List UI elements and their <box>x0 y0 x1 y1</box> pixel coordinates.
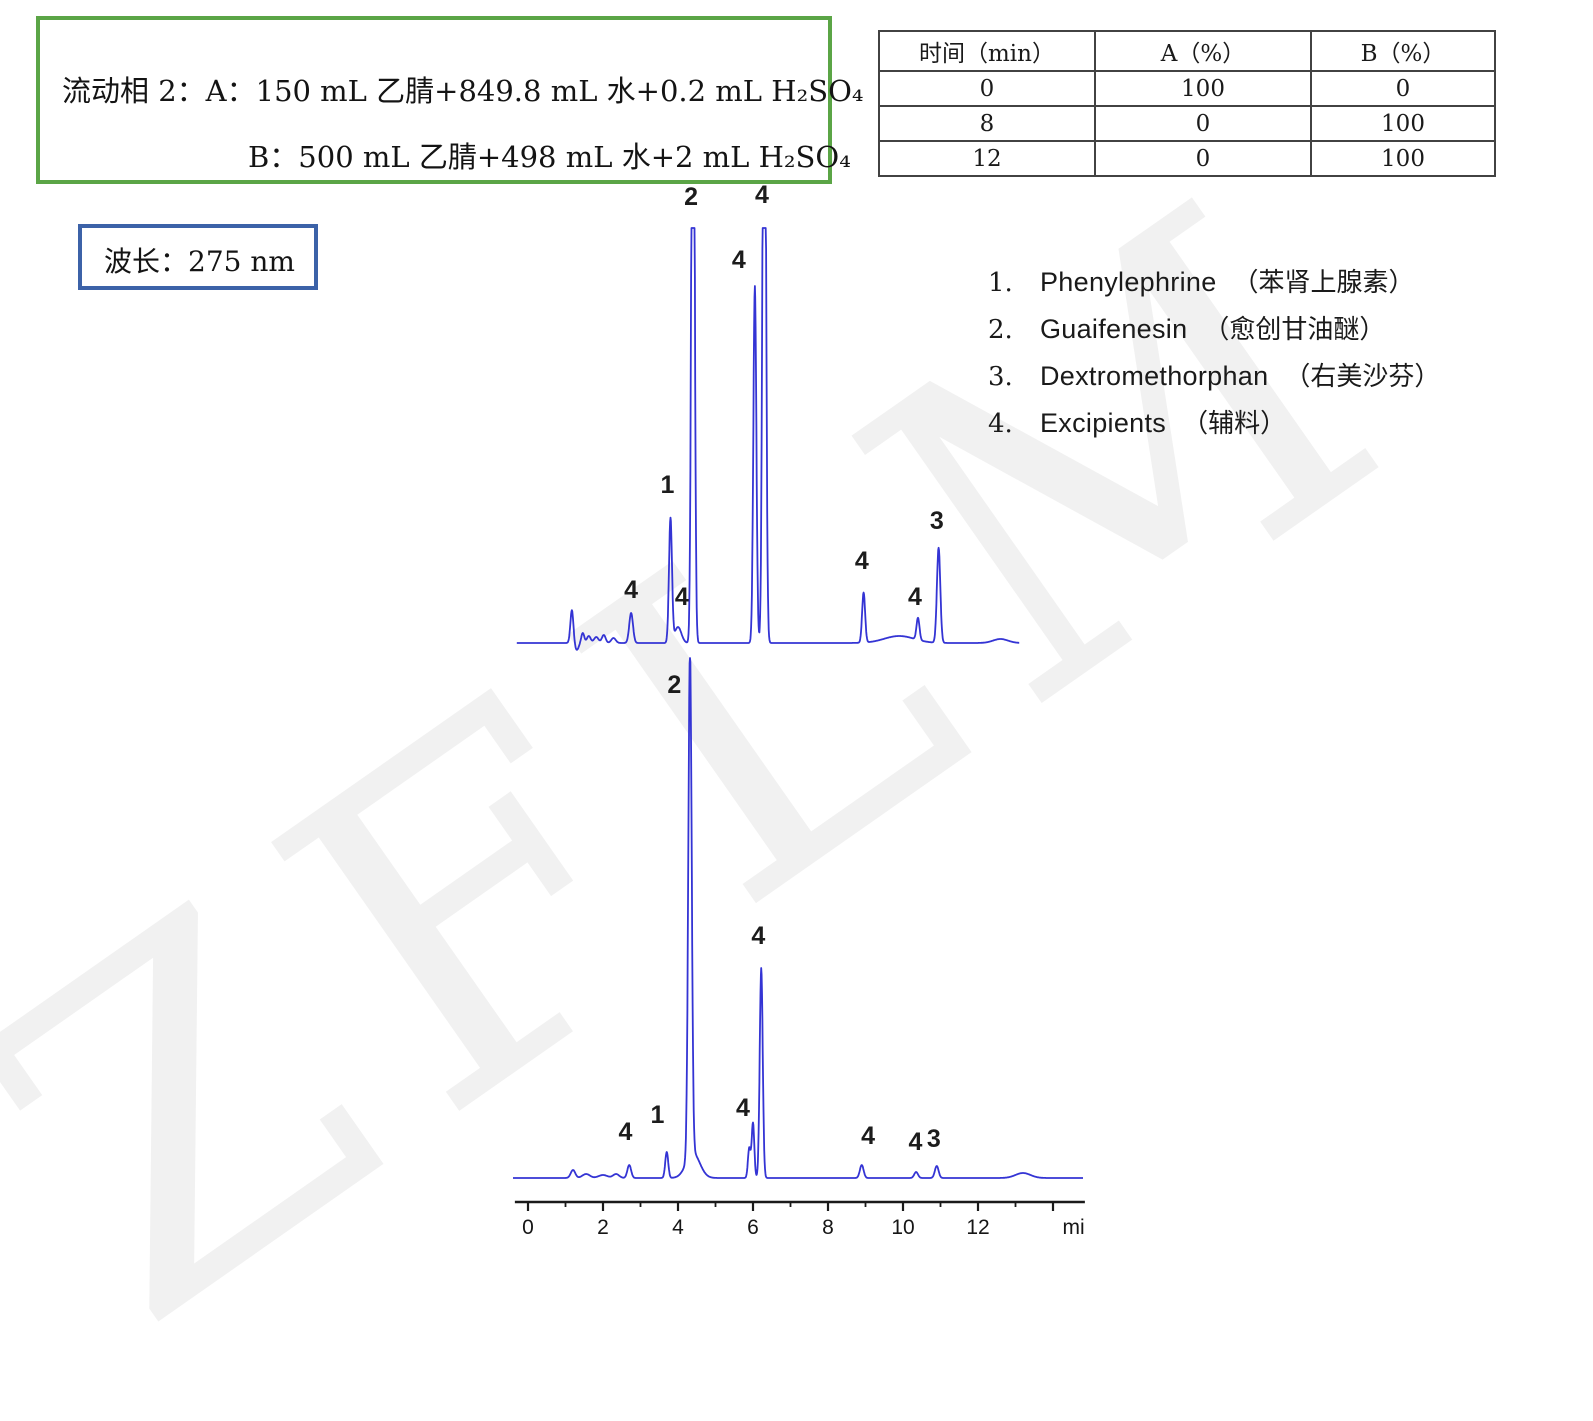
gradient-table-cell: 100 <box>1310 105 1496 142</box>
gradient-table-cell: 100 <box>1094 70 1312 107</box>
legend-item-number: 3. <box>988 362 1013 392</box>
mobile-phase-line-b: B：500 mL 乙腈+498 mL 水+2 mL H₂SO₄ <box>248 140 851 174</box>
legend-item-chinese: （苯肾上腺素） <box>1232 268 1415 298</box>
legend-item-guaifenesin: 2. Guaifenesin （愈创甘油醚） <box>988 309 1508 356</box>
peak-label: 4 <box>619 1118 633 1146</box>
legend-item-phenylephrine: 1. Phenylephrine （苯肾上腺素） <box>988 262 1508 309</box>
gradient-table-cell: 0 <box>1310 70 1496 107</box>
legend-item-name: Guaifenesin <box>1040 314 1188 344</box>
document-page: { "watermark": { "text": "ZFLM", "color"… <box>0 16 1508 1421</box>
peak-label: 2 <box>667 671 681 699</box>
peak-label: 4 <box>861 1122 875 1150</box>
legend-item-name: Phenylephrine <box>1040 267 1217 297</box>
trace-line <box>512 657 1084 1179</box>
legend-item-number: 1. <box>988 268 1013 298</box>
gradient-table-cell: 12 <box>878 140 1096 177</box>
peak-label: 4 <box>755 181 769 209</box>
gradient-table-cell: 0 <box>1094 105 1312 142</box>
peak-label: 4 <box>908 1128 922 1156</box>
x-axis-tick-label: 8 <box>822 1216 834 1239</box>
gradient-table-header-time: 时间（min） <box>878 30 1096 72</box>
legend-item-number: 4. <box>988 409 1013 439</box>
gradient-table-cell: 8 <box>878 105 1096 142</box>
peak-label: 3 <box>930 507 944 535</box>
gradient-table-cell: 0 <box>878 70 1096 107</box>
legend-item-chinese: （辅料） <box>1182 409 1287 439</box>
gradient-table-header-row: 时间（min） A（%） B（%） <box>878 30 1496 72</box>
peak-label: 1 <box>661 471 675 499</box>
peak-label: 4 <box>624 576 638 604</box>
gradient-table-cell: 0 <box>1094 140 1312 177</box>
mobile-phase-line-a: 流动相 2：A：150 mL 乙腈+849.8 mL 水+0.2 mL H₂SO… <box>62 74 864 108</box>
peak-label: 1 <box>650 1101 664 1129</box>
peak-label: 4 <box>751 922 765 950</box>
legend-item-chinese: （右美沙芬） <box>1284 362 1441 392</box>
wavelength-text: 波长：275 nm <box>104 245 295 278</box>
gradient-table-row: 8 0 100 <box>878 105 1496 142</box>
peak-label: 3 <box>927 1125 941 1153</box>
x-axis-tick-label: 6 <box>747 1216 759 1239</box>
peak-label: 4 <box>675 583 689 611</box>
gradient-table-row: 0 100 0 <box>878 70 1496 107</box>
legend-item-dextromethorphan: 3. Dextromethorphan （右美沙芬） <box>988 356 1508 403</box>
legend-item-excipients: 4. Excipients （辅料） <box>988 403 1508 450</box>
x-axis-tick-label: 0 <box>522 1216 534 1239</box>
x-axis-tick-label: 2 <box>597 1216 609 1239</box>
gradient-table: 时间（min） A（%） B（%） 0 100 0 8 0 100 12 0 1… <box>878 30 1496 177</box>
legend-item-name: Dextromethorphan <box>1040 361 1269 391</box>
gradient-table-row: 12 0 100 <box>878 140 1496 177</box>
trace-line <box>516 227 1020 651</box>
x-axis-tick-label: 4 <box>672 1216 684 1239</box>
x-axis-tick-label: 10 <box>891 1216 914 1239</box>
x-axis-tick-label: mi <box>1063 1216 1085 1239</box>
legend-item-number: 2. <box>988 315 1013 345</box>
peak-label: 4 <box>855 547 869 575</box>
chromatogram-top: 4 1 4 2 4 4 4 4 3 <box>516 181 1020 651</box>
legend-item-name: Excipients <box>1040 408 1167 438</box>
peak-label: 4 <box>908 583 922 611</box>
x-axis-tick-label: 12 <box>966 1216 989 1239</box>
gradient-table-header-b: B（%） <box>1310 30 1496 72</box>
peak-label: 2 <box>684 183 698 211</box>
gradient-table-header-a: A（%） <box>1094 30 1312 72</box>
wavelength-box: 波长：275 nm <box>78 224 318 290</box>
peak-label: 4 <box>732 246 746 274</box>
peak-legend: 1. Phenylephrine （苯肾上腺素） 2. Guaifenesin … <box>988 262 1508 450</box>
mobile-phase-box: 流动相 2：A：150 mL 乙腈+849.8 mL 水+0.2 mL H₂SO… <box>36 16 863 184</box>
peak-label: 4 <box>736 1094 750 1122</box>
gradient-table-cell: 100 <box>1310 140 1496 177</box>
legend-item-chinese: （愈创甘油醚） <box>1203 315 1386 345</box>
